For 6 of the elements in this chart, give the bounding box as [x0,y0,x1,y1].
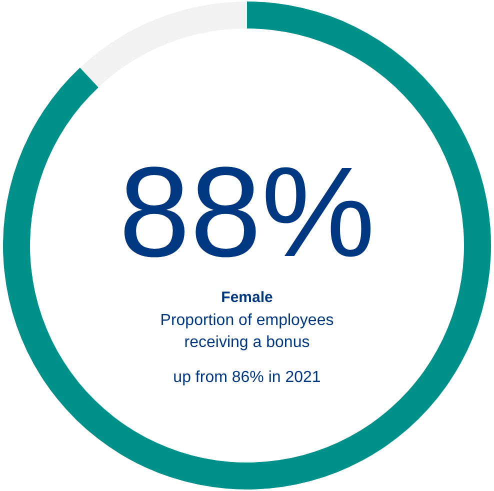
donut-slice [3,2,491,490]
text: Female [221,289,273,306]
text: up from 86% in 2021 [173,369,321,386]
text: Proportion of employees receiving a bonus [160,312,334,351]
text: 88% [118,141,376,284]
donut-slice [80,2,247,88]
